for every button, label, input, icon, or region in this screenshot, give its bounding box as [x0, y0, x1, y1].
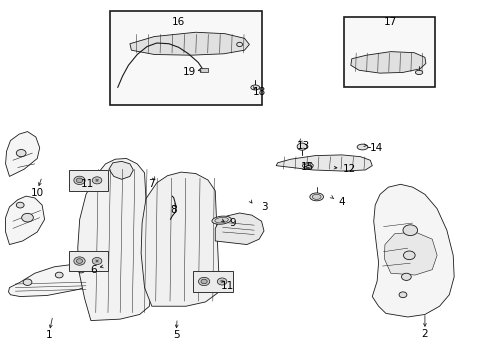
Text: 5: 5	[173, 330, 179, 340]
Circle shape	[401, 273, 410, 280]
Ellipse shape	[304, 164, 311, 167]
Text: 8: 8	[170, 206, 177, 216]
Circle shape	[92, 257, 102, 265]
Ellipse shape	[356, 144, 367, 150]
Ellipse shape	[250, 85, 259, 90]
Polygon shape	[276, 155, 371, 171]
Circle shape	[402, 225, 417, 235]
Ellipse shape	[309, 193, 323, 201]
Polygon shape	[371, 184, 453, 317]
Text: 11: 11	[80, 179, 93, 189]
Ellipse shape	[312, 194, 321, 199]
Polygon shape	[384, 232, 436, 275]
Text: 4: 4	[338, 197, 345, 207]
Bar	[199, 68, 208, 72]
Circle shape	[76, 259, 82, 263]
Text: 17: 17	[384, 17, 397, 27]
Circle shape	[55, 272, 63, 278]
Polygon shape	[215, 213, 264, 244]
Text: 7: 7	[148, 179, 155, 189]
Bar	[69, 170, 108, 191]
Bar	[69, 251, 108, 271]
Circle shape	[16, 149, 26, 157]
Text: 6: 6	[90, 265, 97, 275]
Text: 10: 10	[31, 188, 44, 198]
Text: 11: 11	[221, 281, 234, 291]
Bar	[110, 12, 261, 105]
Ellipse shape	[236, 42, 242, 46]
Circle shape	[403, 251, 414, 260]
Circle shape	[23, 279, 32, 285]
Circle shape	[297, 143, 306, 150]
Text: 2: 2	[421, 329, 427, 339]
Text: 3: 3	[260, 202, 267, 212]
Polygon shape	[130, 32, 249, 55]
Text: 12: 12	[342, 164, 355, 174]
Ellipse shape	[211, 216, 231, 224]
Bar	[344, 17, 434, 87]
Circle shape	[198, 277, 209, 285]
Text: 19: 19	[183, 67, 196, 77]
Circle shape	[92, 177, 102, 184]
Circle shape	[201, 279, 207, 284]
Text: 1: 1	[46, 330, 53, 340]
Text: 13: 13	[296, 141, 309, 151]
Polygon shape	[350, 51, 425, 73]
Text: 15: 15	[301, 162, 314, 172]
Circle shape	[217, 278, 226, 285]
Text: 14: 14	[369, 143, 382, 153]
Circle shape	[78, 268, 84, 273]
Circle shape	[398, 292, 406, 298]
Ellipse shape	[302, 163, 313, 168]
Ellipse shape	[415, 70, 422, 75]
Text: 18: 18	[252, 87, 265, 97]
Circle shape	[21, 213, 33, 222]
Circle shape	[74, 176, 85, 185]
Circle shape	[74, 257, 85, 265]
Polygon shape	[5, 132, 40, 176]
Text: 16: 16	[172, 17, 185, 27]
Polygon shape	[8, 264, 98, 297]
Polygon shape	[78, 158, 151, 320]
Polygon shape	[141, 172, 219, 306]
Polygon shape	[5, 196, 44, 244]
Text: 9: 9	[228, 218, 235, 228]
Ellipse shape	[214, 217, 228, 223]
Polygon shape	[109, 161, 133, 179]
Bar	[193, 271, 233, 292]
Circle shape	[76, 178, 82, 183]
Circle shape	[16, 202, 24, 208]
